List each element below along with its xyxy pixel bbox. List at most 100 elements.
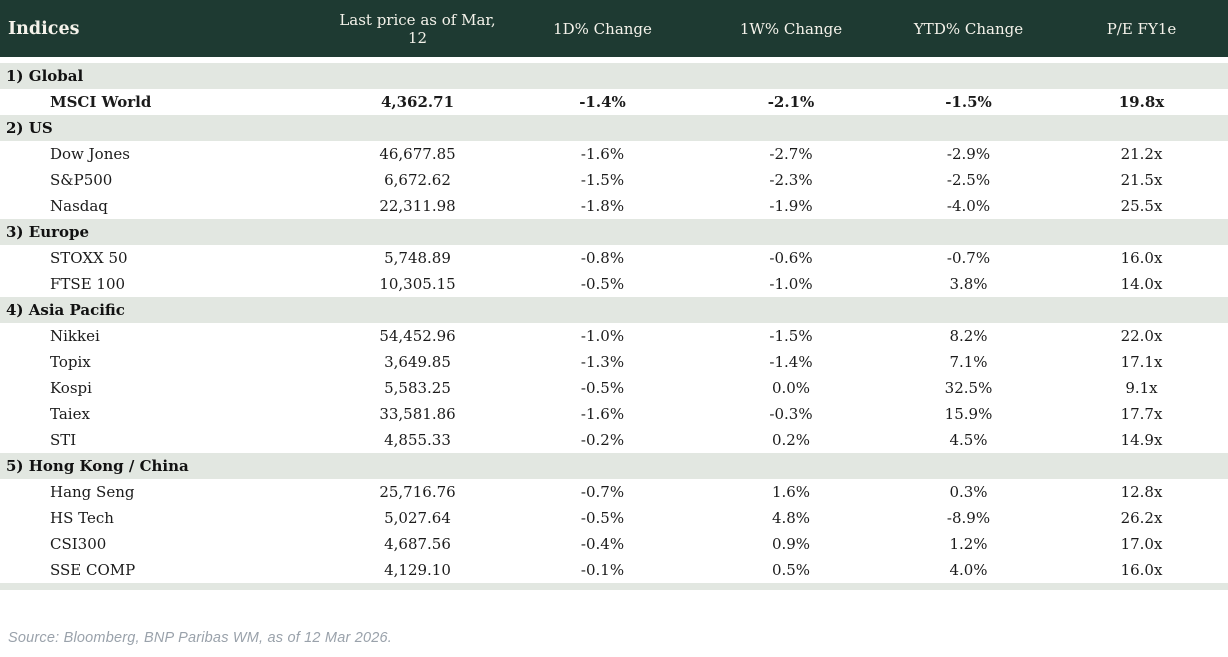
change-1w-cell: -1.9% bbox=[700, 193, 882, 219]
section-label: 1) Global bbox=[0, 63, 1228, 89]
section-row: 5) Hong Kong / China bbox=[0, 453, 1228, 479]
pe-cell: 16.0x bbox=[1055, 245, 1228, 271]
change-ytd-cell: 4.5% bbox=[882, 427, 1055, 453]
change-1w-cell: 1.6% bbox=[700, 479, 882, 505]
change-1d-cell: -1.8% bbox=[505, 193, 700, 219]
header-spacer bbox=[0, 57, 1228, 63]
index-name-cell: Taiex bbox=[0, 401, 330, 427]
section-label: 5) Hong Kong / China bbox=[0, 453, 1228, 479]
change-1d-cell: -0.5% bbox=[505, 375, 700, 401]
change-ytd-cell: 32.5% bbox=[882, 375, 1055, 401]
change-ytd-cell: -8.9% bbox=[882, 505, 1055, 531]
section-row: 2) US bbox=[0, 115, 1228, 141]
index-name-cell: HS Tech bbox=[0, 505, 330, 531]
index-row: Hang Seng 25,716.76 -0.7% 1.6% 0.3% 12.8x bbox=[0, 479, 1228, 505]
last-price-cell: 4,362.71 bbox=[330, 89, 505, 115]
change-1d-cell: -1.4% bbox=[505, 89, 700, 115]
pe-cell: 14.9x bbox=[1055, 427, 1228, 453]
change-ytd-cell: -2.9% bbox=[882, 141, 1055, 167]
change-1w-cell: 0.9% bbox=[700, 531, 882, 557]
last-price-cell: 6,672.62 bbox=[330, 167, 505, 193]
index-row: SSE COMP 4,129.10 -0.1% 0.5% 4.0% 16.0x bbox=[0, 557, 1228, 583]
index-name-cell: STI bbox=[0, 427, 330, 453]
change-ytd-cell: 1.2% bbox=[882, 531, 1055, 557]
change-1w-cell: 0.2% bbox=[700, 427, 882, 453]
section-label: 3) Europe bbox=[0, 219, 1228, 245]
index-name-cell: Dow Jones bbox=[0, 141, 330, 167]
index-row: S&P500 6,672.62 -1.5% -2.3% -2.5% 21.5x bbox=[0, 167, 1228, 193]
last-price-cell: 4,855.33 bbox=[330, 427, 505, 453]
index-name-cell: Nasdaq bbox=[0, 193, 330, 219]
change-1d-cell: -0.5% bbox=[505, 505, 700, 531]
section-row: 1) Global bbox=[0, 63, 1228, 89]
pe-cell: 17.7x bbox=[1055, 401, 1228, 427]
last-price-cell: 22,311.98 bbox=[330, 193, 505, 219]
change-ytd-cell: 7.1% bbox=[882, 349, 1055, 375]
index-row: CSI300 4,687.56 -0.4% 0.9% 1.2% 17.0x bbox=[0, 531, 1228, 557]
column-header-1d-change: 1D% Change bbox=[505, 0, 700, 57]
change-1w-cell: -2.3% bbox=[700, 167, 882, 193]
change-1d-cell: -1.5% bbox=[505, 167, 700, 193]
column-header-last-price: Last price as of Mar, 12 bbox=[330, 0, 505, 57]
last-price-cell: 25,716.76 bbox=[330, 479, 505, 505]
last-price-cell: 54,452.96 bbox=[330, 323, 505, 349]
last-price-cell: 5,583.25 bbox=[330, 375, 505, 401]
index-name-cell: Kospi bbox=[0, 375, 330, 401]
column-header-indices: Indices bbox=[0, 0, 330, 57]
index-name-cell: FTSE 100 bbox=[0, 271, 330, 297]
change-ytd-cell: 4.0% bbox=[882, 557, 1055, 583]
change-1d-cell: -1.6% bbox=[505, 141, 700, 167]
change-1w-cell: -1.5% bbox=[700, 323, 882, 349]
pe-cell: 25.5x bbox=[1055, 193, 1228, 219]
index-name-cell: Nikkei bbox=[0, 323, 330, 349]
change-ytd-cell: -0.7% bbox=[882, 245, 1055, 271]
table-end-band-cell bbox=[0, 583, 1228, 590]
last-price-cell: 4,687.56 bbox=[330, 531, 505, 557]
section-row: 4) Asia Pacific bbox=[0, 297, 1228, 323]
change-1w-cell: -1.0% bbox=[700, 271, 882, 297]
pe-cell: 12.8x bbox=[1055, 479, 1228, 505]
change-ytd-cell: 0.3% bbox=[882, 479, 1055, 505]
table-end-band bbox=[0, 583, 1228, 590]
column-header-pe: P/E FY1e bbox=[1055, 0, 1228, 57]
change-ytd-cell: -2.5% bbox=[882, 167, 1055, 193]
change-1w-cell: 4.8% bbox=[700, 505, 882, 531]
change-1w-cell: -0.3% bbox=[700, 401, 882, 427]
change-ytd-cell: 8.2% bbox=[882, 323, 1055, 349]
change-1w-cell: -0.6% bbox=[700, 245, 882, 271]
section-label: 4) Asia Pacific bbox=[0, 297, 1228, 323]
index-name-cell: CSI300 bbox=[0, 531, 330, 557]
change-1w-cell: 0.5% bbox=[700, 557, 882, 583]
last-price-cell: 10,305.15 bbox=[330, 271, 505, 297]
pe-cell: 19.8x bbox=[1055, 89, 1228, 115]
pe-cell: 21.5x bbox=[1055, 167, 1228, 193]
pe-cell: 22.0x bbox=[1055, 323, 1228, 349]
pe-cell: 26.2x bbox=[1055, 505, 1228, 531]
index-row: Dow Jones 46,677.85 -1.6% -2.7% -2.9% 21.2x bbox=[0, 141, 1228, 167]
last-price-cell: 5,748.89 bbox=[330, 245, 505, 271]
pe-cell: 16.0x bbox=[1055, 557, 1228, 583]
pe-cell: 14.0x bbox=[1055, 271, 1228, 297]
index-name-cell: Hang Seng bbox=[0, 479, 330, 505]
index-row: Kospi 5,583.25 -0.5% 0.0% 32.5% 9.1x bbox=[0, 375, 1228, 401]
change-1w-cell: 0.0% bbox=[700, 375, 882, 401]
index-name-cell: S&P500 bbox=[0, 167, 330, 193]
index-row: Topix 3,649.85 -1.3% -1.4% 7.1% 17.1x bbox=[0, 349, 1228, 375]
index-row: Nasdaq 22,311.98 -1.8% -1.9% -4.0% 25.5x bbox=[0, 193, 1228, 219]
index-name-cell: Topix bbox=[0, 349, 330, 375]
change-1d-cell: -0.7% bbox=[505, 479, 700, 505]
change-ytd-cell: 15.9% bbox=[882, 401, 1055, 427]
change-1w-cell: -2.7% bbox=[700, 141, 882, 167]
pe-cell: 17.0x bbox=[1055, 531, 1228, 557]
index-row: STOXX 50 5,748.89 -0.8% -0.6% -0.7% 16.0x bbox=[0, 245, 1228, 271]
pe-cell: 17.1x bbox=[1055, 349, 1228, 375]
change-1w-cell: -2.1% bbox=[700, 89, 882, 115]
pe-cell: 21.2x bbox=[1055, 141, 1228, 167]
index-row: Nikkei 54,452.96 -1.0% -1.5% 8.2% 22.0x bbox=[0, 323, 1228, 349]
change-1d-cell: -0.8% bbox=[505, 245, 700, 271]
index-row: Taiex 33,581.86 -1.6% -0.3% 15.9% 17.7x bbox=[0, 401, 1228, 427]
change-1d-cell: -1.0% bbox=[505, 323, 700, 349]
column-header-1w-change: 1W% Change bbox=[700, 0, 882, 57]
index-name-cell: SSE COMP bbox=[0, 557, 330, 583]
